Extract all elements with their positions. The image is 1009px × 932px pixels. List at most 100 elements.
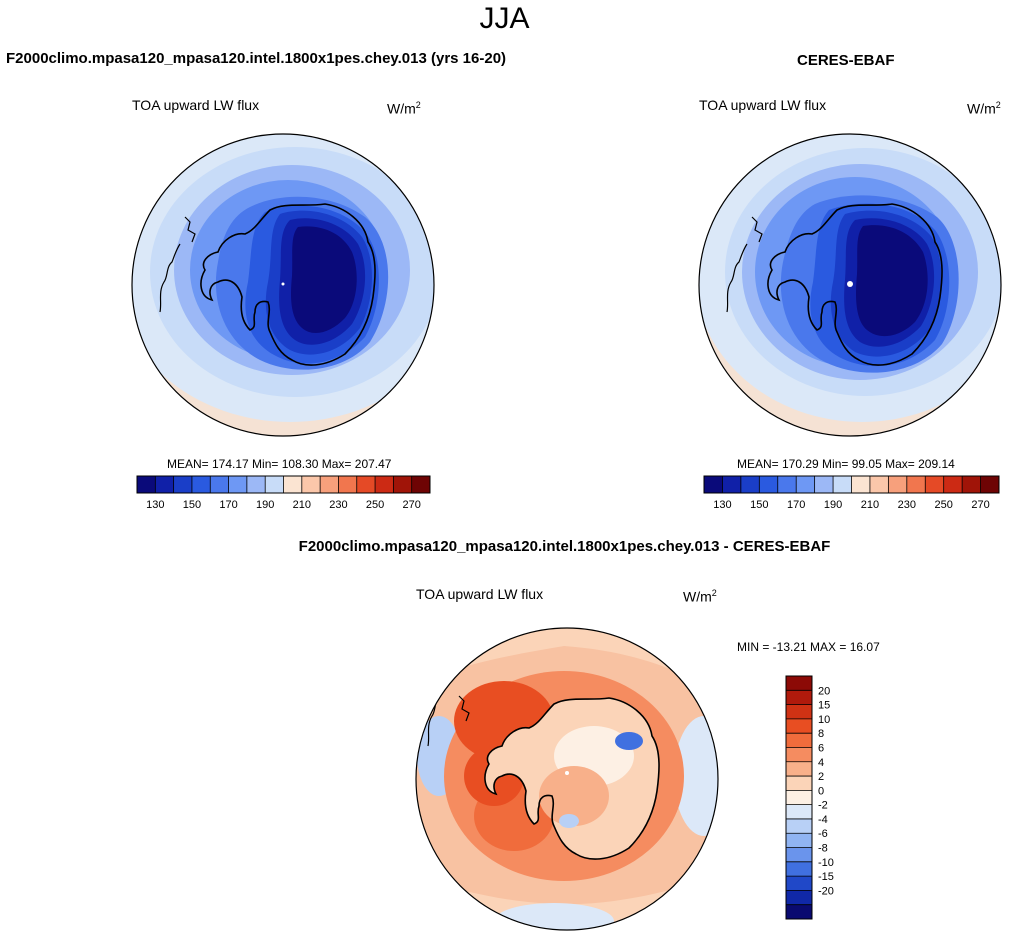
panel-3-colorbar-tick-label: 4 bbox=[818, 757, 824, 769]
panel-3-colorbar-tick-label: -20 bbox=[818, 885, 834, 897]
panel-2-colorbar-tick-label: 230 bbox=[898, 499, 916, 511]
panel-1-colorbar-tick-label: 210 bbox=[293, 499, 311, 511]
panel-2-colorbar-swatch bbox=[980, 476, 1000, 493]
panel-1-colorbar-tick-label: 130 bbox=[146, 499, 164, 511]
panel-3-colorbar-swatch bbox=[786, 733, 812, 748]
panel-2-colorbar-tick-label: 130 bbox=[713, 499, 731, 511]
panel-3-colorbar-swatch bbox=[786, 833, 812, 848]
panel-1-colorbar-swatch bbox=[283, 476, 303, 493]
panel-1-stats: MEAN= 174.17 Min= 108.30 Max= 207.47 bbox=[167, 457, 392, 471]
panel-3-colorbar-tick-label: -4 bbox=[818, 814, 828, 826]
panel-3-variable-label: TOA upward LW flux bbox=[416, 586, 544, 602]
panel-1-colorbar-tick-label: 230 bbox=[329, 499, 347, 511]
panel-3-colorbar-swatch bbox=[786, 818, 812, 834]
panel-3-colorbar-swatch bbox=[786, 804, 812, 820]
panel-3-colorbar-swatch bbox=[786, 890, 812, 906]
panel-2-colorbar-swatch bbox=[777, 476, 797, 493]
panel-1-colorbar-swatch bbox=[173, 476, 193, 493]
panel-1-variable-label: TOA upward LW flux bbox=[132, 97, 260, 113]
panel-1-colorbar-tick-label: 170 bbox=[219, 499, 237, 511]
panel-1-colorbar-tick-label: 270 bbox=[403, 499, 421, 511]
panel-3-colorbar-swatch bbox=[786, 847, 812, 863]
panel-3-colorbar-swatch bbox=[786, 761, 812, 777]
panel-3-colorbar-swatch bbox=[786, 861, 812, 877]
panel-2-colorbar-swatch bbox=[722, 476, 742, 493]
panel-2-colorbar-swatch bbox=[962, 476, 981, 493]
panel-1-colorbar-swatch bbox=[356, 476, 376, 493]
panel-3-stats: MIN = -13.21 MAX = 16.07 bbox=[737, 640, 880, 654]
panel-3-colorbar-swatch bbox=[786, 876, 812, 891]
panel-2-colorbar-frame bbox=[703, 475, 1000, 494]
panel-3-colorbar-tick-label: 6 bbox=[818, 742, 824, 754]
panel-2-colorbar-tick-label: 250 bbox=[935, 499, 953, 511]
panel-3-units: W/m2 bbox=[683, 588, 717, 605]
panel-3-colorbar-tick-label: 8 bbox=[818, 728, 824, 740]
panel-1-colorbar-tick-label: 190 bbox=[256, 499, 274, 511]
panel-3-difference-map bbox=[415, 627, 719, 931]
panel-3-colorbar-tick-label: 2 bbox=[818, 771, 824, 783]
panel-1-colorbar-frame bbox=[136, 475, 431, 494]
panel-1-colorbar-tick-label: 150 bbox=[183, 499, 201, 511]
panel-3-colorbar-tick-label: 20 bbox=[818, 685, 830, 697]
panel-2-colorbar-tick-label: 170 bbox=[787, 499, 805, 511]
panel-1-units: W/m2 bbox=[387, 100, 421, 117]
panel-1-colorbar-swatch bbox=[338, 476, 358, 493]
panel-1-colorbar-swatch bbox=[301, 476, 321, 493]
panel-2-colorbar-swatch bbox=[833, 476, 852, 493]
panel-2-colorbar-tick-label: 150 bbox=[750, 499, 768, 511]
panel-1-colorbar-swatch bbox=[246, 476, 266, 493]
panel-2-colorbar-tick-label: 190 bbox=[824, 499, 842, 511]
panel-3-colorbar-swatch bbox=[786, 676, 812, 691]
panel-2-colorbar-swatch bbox=[925, 476, 944, 493]
panel-1-colorbar-swatch bbox=[191, 476, 211, 493]
panel-1-polar-map bbox=[131, 133, 435, 437]
panel-1-colorbar-swatch bbox=[393, 476, 412, 493]
panel-1-colorbar-swatch bbox=[320, 476, 339, 493]
panel-1-colorbar-tick-label: 250 bbox=[366, 499, 384, 511]
panel-1-colorbar-swatch bbox=[375, 476, 394, 493]
panel-3-colorbar-tick-label: -8 bbox=[818, 843, 828, 855]
panel-2-colorbar-swatch bbox=[796, 476, 815, 493]
panel-3-colorbar-swatch bbox=[786, 718, 812, 734]
panel-2-colorbar-tick-label: 210 bbox=[861, 499, 879, 511]
panel-3-colorbar-swatch bbox=[786, 747, 812, 763]
panel-2-variable-label: TOA upward LW flux bbox=[699, 97, 827, 113]
figure-title: JJA bbox=[479, 2, 530, 35]
panel-2-colorbar-swatch bbox=[740, 476, 760, 493]
panel-2-colorbar-swatch bbox=[851, 476, 871, 493]
panel-2-colorbar-swatch bbox=[906, 476, 926, 493]
panel-3-colorbar-swatch bbox=[786, 904, 812, 920]
panel-2-colorbar-swatch bbox=[814, 476, 834, 493]
panel-1-colorbar-swatch bbox=[210, 476, 229, 493]
panel-2-units: W/m2 bbox=[967, 100, 1001, 117]
panel-1-colorbar-swatch bbox=[265, 476, 284, 493]
panel-3-colorbar-tick-label: -15 bbox=[818, 871, 834, 883]
panel-2-polar-map bbox=[698, 133, 1002, 437]
panel-3-colorbar-tick-label: 0 bbox=[818, 785, 824, 797]
panel-3-colorbar-swatch bbox=[786, 690, 812, 705]
panel-1-colorbar-swatch bbox=[137, 476, 156, 493]
panel-2-colorbar-swatch bbox=[869, 476, 889, 493]
panel-1-colorbar-swatch bbox=[155, 476, 174, 493]
panel-2-colorbar-tick-label: 270 bbox=[971, 499, 989, 511]
panel-1-colorbar-swatch bbox=[411, 476, 431, 493]
panel-1-title: F2000climo.mpasa120_mpasa120.intel.1800x… bbox=[6, 50, 507, 67]
panel-3-colorbar-frame bbox=[785, 675, 813, 920]
panel-2-colorbar-swatch bbox=[888, 476, 908, 493]
panel-3-colorbar-tick-label: -10 bbox=[818, 857, 834, 869]
panel-3-colorbar-tick-label: 10 bbox=[818, 714, 830, 726]
panel-3-colorbar-swatch bbox=[786, 776, 812, 791]
panel-3-colorbar-tick-label: -6 bbox=[818, 828, 828, 840]
panel-2-colorbar-swatch bbox=[943, 476, 963, 493]
panel-3-colorbar-swatch bbox=[786, 704, 812, 720]
panel-1-colorbar-swatch bbox=[228, 476, 248, 493]
panel-3-colorbar-tick-label: 15 bbox=[818, 700, 830, 712]
panel-2-stats: MEAN= 170.29 Min= 99.05 Max= 209.14 bbox=[737, 457, 955, 471]
panel-3-title: F2000climo.mpasa120_mpasa120.intel.1800x… bbox=[298, 538, 831, 555]
panel-3-colorbar-tick-label: -2 bbox=[818, 800, 828, 812]
panel-2-colorbar-swatch bbox=[759, 476, 779, 493]
panel-2-title: CERES-EBAF bbox=[797, 52, 895, 69]
panel-3-colorbar-swatch bbox=[786, 790, 812, 805]
panel-2-colorbar-swatch bbox=[704, 476, 723, 493]
